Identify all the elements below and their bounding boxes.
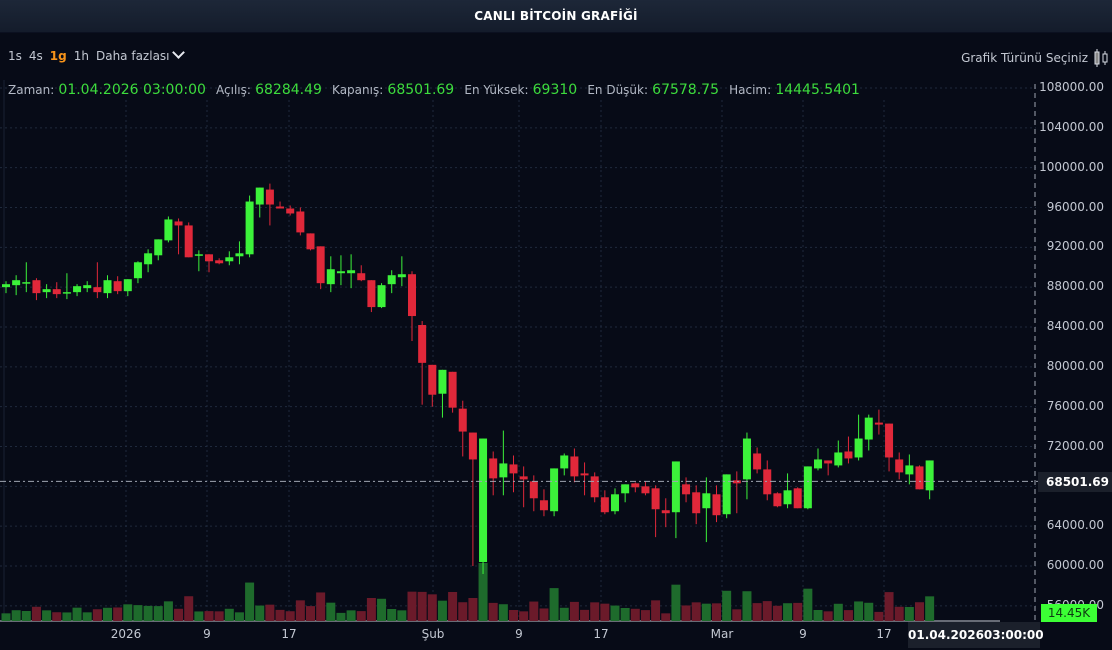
- ohlc-legend: Zaman: 01.04.2026 03:00:00 Açılış: 68284…: [8, 82, 866, 98]
- x-tick-label: Mar: [710, 627, 734, 641]
- interval-1s[interactable]: 1s: [8, 49, 22, 63]
- crosshair-date: 01.04.2026: [908, 628, 984, 642]
- y-tick-label: 96000.00: [1046, 199, 1104, 214]
- x-tick-label: Şub: [421, 627, 445, 641]
- volume-value: 14445.5401: [775, 82, 860, 98]
- y-tick-label: 104000.00: [1039, 119, 1104, 134]
- interval-1g[interactable]: 1g: [49, 49, 67, 63]
- x-tick-label: 17: [281, 627, 297, 641]
- candlestick-icon: [1094, 49, 1108, 67]
- y-tick-label: 72000.00: [1046, 438, 1104, 453]
- x-tick-label: 9: [515, 627, 523, 641]
- more-label: Daha fazlası: [95, 49, 170, 63]
- low-value: 67578.75: [652, 82, 719, 98]
- x-tick-label: 2026: [110, 627, 142, 641]
- x-tick-label: 17: [593, 627, 609, 641]
- x-tick-label: 9: [799, 627, 807, 641]
- open-value: 68284.49: [255, 82, 322, 98]
- x-tick-label: 17: [876, 627, 892, 641]
- time-label: Zaman:: [8, 83, 55, 97]
- low-label: En Düşük:: [587, 83, 649, 97]
- y-tick-label: 108000.00: [1039, 80, 1104, 94]
- crosshair-time: 03:00:00: [983, 628, 1044, 642]
- volume-badge: 14.45K: [1041, 604, 1097, 622]
- crosshair-time-badge: 01.04.2026 03:00:00: [908, 622, 1044, 648]
- interval-1h[interactable]: 1h: [73, 49, 89, 63]
- y-tick-label: 100000.00: [1039, 159, 1104, 174]
- y-tick-label: 60000.00: [1046, 558, 1104, 572]
- chart-toolbar: 1s 4s 1g 1h Daha fazlası Grafik Türünü S…: [0, 46, 1112, 68]
- chart-type-selector[interactable]: Grafik Türünü Seçiniz: [961, 48, 1108, 68]
- page-title: CANLI BİTCOİN GRAFİĞİ: [474, 9, 638, 23]
- volume-label: Hacim:: [729, 83, 772, 97]
- last-price-badge: 68501.69: [1038, 472, 1112, 492]
- close-label: Kapanış:: [332, 83, 384, 97]
- title-bar: CANLI BİTCOİN GRAFİĞİ: [0, 0, 1112, 33]
- y-tick-label: 76000.00: [1046, 398, 1104, 413]
- y-tick-label: 64000.00: [1046, 518, 1104, 533]
- y-tick-label: 92000.00: [1046, 239, 1104, 254]
- y-tick-label: 84000.00: [1046, 319, 1104, 333]
- high-value: 69310: [532, 82, 578, 98]
- y-tick-label: 88000.00: [1046, 279, 1104, 294]
- x-tick-label: 9: [203, 627, 211, 641]
- time-value: 01.04.2026 03:00:00: [58, 82, 206, 98]
- interval-selector: 1s 4s 1g 1h Daha fazlası: [8, 46, 185, 63]
- open-label: Açılış:: [216, 83, 251, 97]
- more-intervals-dropdown[interactable]: Daha fazlası: [95, 46, 185, 63]
- close-value: 68501.69: [387, 82, 455, 98]
- interval-4s[interactable]: 4s: [28, 49, 43, 63]
- chart-type-label: Grafik Türünü Seçiniz: [961, 51, 1088, 65]
- high-label: En Yüksek:: [464, 83, 529, 97]
- y-tick-label: 80000.00: [1046, 358, 1104, 373]
